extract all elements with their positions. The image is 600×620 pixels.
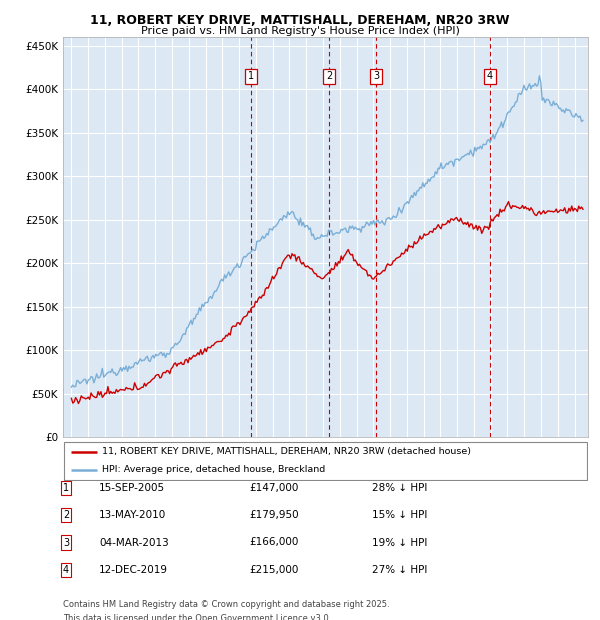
Text: 11, ROBERT KEY DRIVE, MATTISHALL, DEREHAM, NR20 3RW (detached house): 11, ROBERT KEY DRIVE, MATTISHALL, DEREHA… <box>103 448 472 456</box>
Text: £215,000: £215,000 <box>249 565 298 575</box>
Text: 2: 2 <box>326 71 332 81</box>
Text: 15-SEP-2005: 15-SEP-2005 <box>99 483 165 493</box>
Text: 13-MAY-2010: 13-MAY-2010 <box>99 510 166 520</box>
Text: 27% ↓ HPI: 27% ↓ HPI <box>372 565 427 575</box>
Text: This data is licensed under the Open Government Licence v3.0.: This data is licensed under the Open Gov… <box>63 614 331 620</box>
Text: £147,000: £147,000 <box>249 483 298 493</box>
Text: 4: 4 <box>63 565 69 575</box>
Text: 4: 4 <box>487 71 493 81</box>
Text: HPI: Average price, detached house, Breckland: HPI: Average price, detached house, Brec… <box>103 466 326 474</box>
Text: £179,950: £179,950 <box>249 510 299 520</box>
Text: 3: 3 <box>373 71 379 81</box>
Text: 12-DEC-2019: 12-DEC-2019 <box>99 565 168 575</box>
Text: 28% ↓ HPI: 28% ↓ HPI <box>372 483 427 493</box>
Text: 2: 2 <box>63 510 69 520</box>
Text: 11, ROBERT KEY DRIVE, MATTISHALL, DEREHAM, NR20 3RW: 11, ROBERT KEY DRIVE, MATTISHALL, DEREHA… <box>90 14 510 27</box>
FancyBboxPatch shape <box>64 442 587 480</box>
Text: 1: 1 <box>248 71 254 81</box>
Text: 19% ↓ HPI: 19% ↓ HPI <box>372 538 427 547</box>
Text: 1: 1 <box>63 483 69 493</box>
Text: 3: 3 <box>63 538 69 547</box>
Text: 15% ↓ HPI: 15% ↓ HPI <box>372 510 427 520</box>
Text: Price paid vs. HM Land Registry's House Price Index (HPI): Price paid vs. HM Land Registry's House … <box>140 26 460 36</box>
Text: Contains HM Land Registry data © Crown copyright and database right 2025.: Contains HM Land Registry data © Crown c… <box>63 600 389 609</box>
Text: £166,000: £166,000 <box>249 538 298 547</box>
Text: 04-MAR-2013: 04-MAR-2013 <box>99 538 169 547</box>
